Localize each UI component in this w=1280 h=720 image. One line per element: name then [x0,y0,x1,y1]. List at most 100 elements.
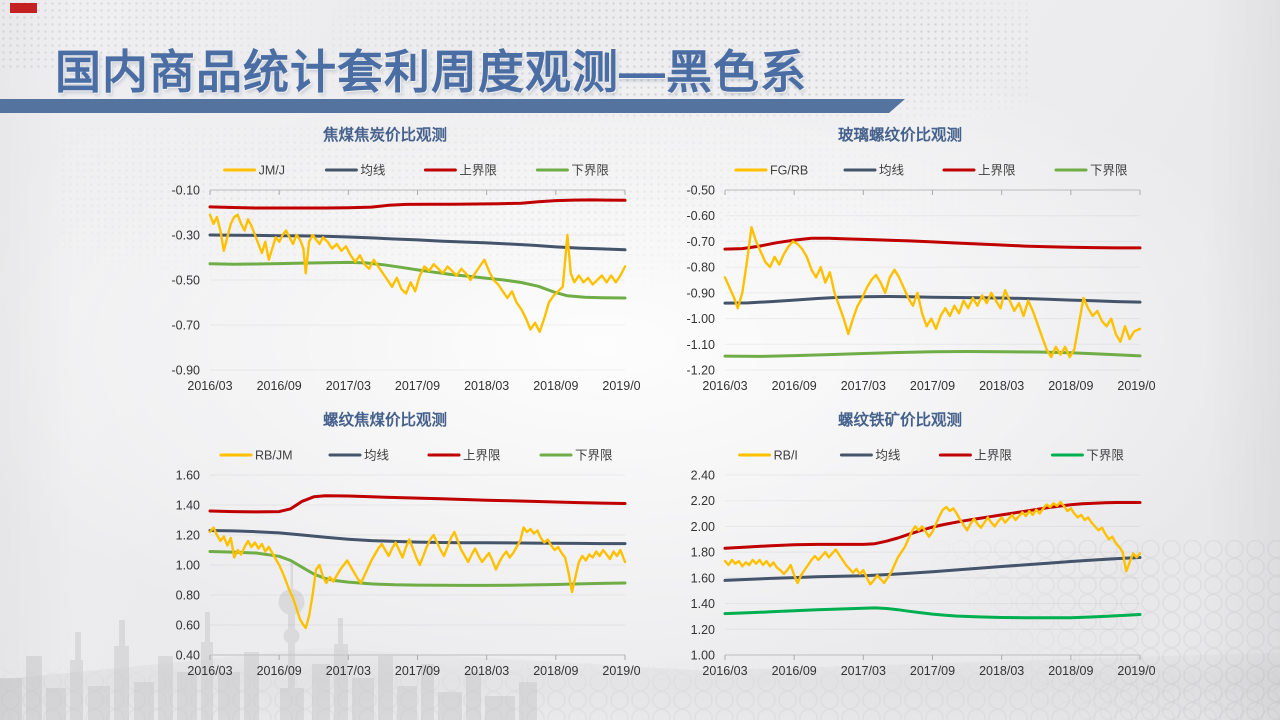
y-tick-label: 1.60 [176,469,200,483]
x-tick-label: 2017/03 [841,664,886,678]
y-tick-label: 2.00 [691,520,715,534]
x-tick-label: 2017/09 [910,379,955,393]
series-line-下界限 [723,606,1142,620]
y-tick-label: -0.90 [687,286,716,300]
x-tick-label: 2019/03 [1117,379,1155,393]
x-tick-label: 2018/09 [533,379,578,393]
series-line-JM/J [208,213,627,333]
y-tick-label: 1.80 [691,546,715,560]
series-line-下界限 [208,550,627,587]
legend-label: 下界限 [1090,164,1128,178]
legend-label: 上界限 [463,449,501,463]
x-tick-label: 2017/03 [326,664,371,678]
y-tick-label: -0.70 [687,235,716,249]
rb-i-ratio-svg: 螺纹铁矿价比观测 RB/I 均线 上界限 下界限 2.40 2.20 2.00 1.80 1.60… [691,410,1155,678]
legend-label: JM/J [259,164,285,178]
x-tick-label: 2018/09 [1048,379,1093,393]
y-tick-label: 1.60 [691,571,715,585]
x-tick-label: 2018/03 [464,379,509,393]
legend-label: 均线 [364,449,390,463]
x-tick-label: 2018/09 [533,664,578,678]
legend-label: 上界限 [974,449,1012,463]
y-tick-label: 1.00 [691,649,715,663]
rb-jm-ratio-svg: 螺纹焦煤价比观测 RB/JM 均线 上界限 下界限 1.60 1.40 1.20 1.00 0.8… [176,410,640,678]
x-tick-label: 2016/09 [772,664,817,678]
y-tick-label: 2.40 [691,469,715,483]
legend-label: RB/JM [255,449,293,463]
y-tick-label: 1.40 [691,597,715,611]
chart-coking-coal-coke-ratio: 焦煤焦炭价比观测 JM/J 均线 上界限 下界限 -0.10 -0.30 -0.50 -0.70… [120,118,641,408]
x-tick-label: 2016/03 [187,379,232,393]
series-line-均线 [723,295,1142,305]
y-tick-label: -0.90 [172,364,201,378]
series-line-上界限 [208,494,627,514]
jm-j-ratio-svg: 焦煤焦炭价比观测 JM/J 均线 上界限 下界限 -0.10 -0.30 -0.50 -0.70… [172,125,641,393]
legend-label: 上界限 [978,164,1016,178]
y-tick-label: -0.80 [687,261,716,275]
y-tick-label: 1.00 [176,559,200,573]
series-line-上界限 [723,501,1142,550]
y-tick-label: -0.50 [687,184,716,198]
red-accent-mark [10,3,37,13]
y-tick-label: -1.00 [687,312,716,326]
series-line-下界限 [208,260,627,300]
x-tick-label: 2018/09 [1048,664,1093,678]
x-tick-label: 2016/03 [702,664,747,678]
y-tick-label: 1.20 [691,623,715,637]
y-tick-label: 0.60 [176,619,200,633]
y-tick-label: -0.30 [172,229,201,243]
series-line-均线 [208,529,627,546]
x-tick-label: 2016/09 [257,664,302,678]
chart-glass-rebar-ratio: 玻璃螺纹价比观测 FG/RB 均线 上界限 下界限 -0.50 -0.60 -0.70 -0.8… [635,118,1156,408]
x-tick-label: 2019/03 [602,379,640,393]
legend-label: 下界限 [571,164,609,178]
y-tick-label: -1.20 [687,364,716,378]
legend-label: 均线 [879,164,905,178]
x-tick-label: 2016/03 [702,379,747,393]
x-tick-label: 2017/09 [395,664,440,678]
page-title: 国内商品统计套利周度观测—黑色系 [55,46,807,98]
series-line-上界限 [208,198,627,210]
x-tick-label: 2017/09 [910,664,955,678]
chart-title: 螺纹铁矿价比观测 [838,410,962,429]
series-line-RB/I [723,500,1142,586]
series-line-FG/RB [723,226,1142,359]
series-line-上界限 [723,236,1142,251]
x-tick-label: 2017/03 [326,379,371,393]
chart-title: 螺纹焦煤价比观测 [323,410,447,429]
series-line-下界限 [723,350,1142,358]
legend-label: 均线 [360,164,386,178]
chart-title: 焦煤焦炭价比观测 [322,125,447,144]
legend-label: 下界限 [1086,449,1124,463]
y-tick-label: 2.20 [691,494,715,508]
legend-label: 下界限 [575,449,613,463]
x-tick-label: 2018/03 [464,664,509,678]
chart-title: 玻璃螺纹价比观测 [838,125,962,144]
y-tick-label: -0.60 [687,209,716,223]
x-tick-label: 2018/03 [979,664,1024,678]
slide-header: 国内商品统计套利周度观测—黑色系 [0,0,1280,118]
legend-label: 上界限 [459,164,497,178]
y-tick-label: -0.50 [172,274,201,288]
title-underline-bar [0,99,905,113]
series-line-RB/JM [208,526,627,630]
y-tick-label: -1.10 [687,338,716,352]
x-tick-label: 2019/03 [1117,664,1155,678]
fg-rb-ratio-svg: 玻璃螺纹价比观测 FG/RB 均线 上界限 下界限 -0.50 -0.60 -0.70 -0.8… [687,125,1156,393]
y-tick-label: 1.20 [176,529,200,543]
x-tick-label: 2016/09 [772,379,817,393]
y-tick-label: 0.80 [176,589,200,603]
chart-rebar-iron-ore-ratio: 螺纹铁矿价比观测 RB/I 均线 上界限 下界限 2.40 2.20 2.00 1.80 1.60… [635,403,1155,693]
x-tick-label: 2017/03 [841,379,886,393]
y-tick-label: -0.70 [172,319,201,333]
x-tick-label: 2018/03 [979,379,1024,393]
y-tick-label: 1.40 [176,499,200,513]
x-tick-label: 2016/03 [187,664,232,678]
y-tick-label: 0.40 [176,649,200,663]
x-tick-label: 2016/09 [257,379,302,393]
y-tick-label: -0.10 [172,184,201,198]
legend-label: 均线 [875,449,901,463]
legend-label: RB/I [774,449,798,463]
series-line-均线 [208,233,627,252]
